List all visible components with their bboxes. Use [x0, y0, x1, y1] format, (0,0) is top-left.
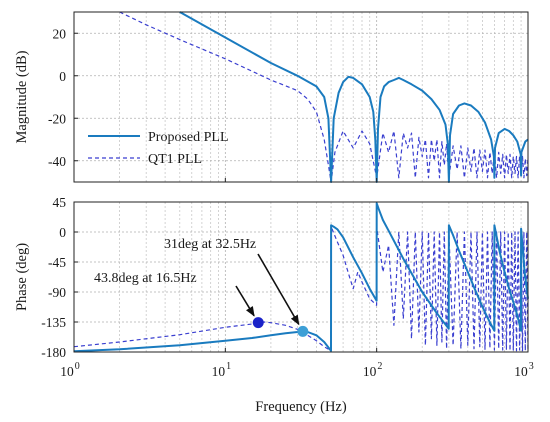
marker-proposed-pll [297, 325, 309, 337]
y-tick-label: -90 [48, 285, 66, 300]
phase-axes-frame [73, 201, 529, 353]
y-tick-label: -180 [41, 345, 66, 360]
annotation-arrows [235, 253, 300, 326]
phase-markers [252, 317, 309, 337]
marker-qt1-pll [252, 317, 264, 329]
x-axis-label: Frequency (Hz) [255, 399, 347, 415]
annotation-31deg: 31deg at 32.5Hz [164, 237, 256, 252]
y-tick-label: -20 [48, 111, 66, 126]
y-tick-label: 0 [59, 69, 66, 84]
annotation-arrow [257, 253, 300, 326]
annotation-arrow [235, 285, 255, 317]
magnitude-ylabel: Magnitude (dB) [14, 50, 30, 143]
legend-qt1-label: QT1 PLL [148, 152, 202, 167]
legend-proposed-label: Proposed PLL [148, 130, 229, 145]
phase-annotations: 31deg at 32.5Hz 43.8deg at 16.5Hz [94, 237, 309, 337]
y-tick-label: 20 [53, 26, 67, 41]
legend: Proposed PLL QT1 PLL [88, 130, 229, 167]
y-tick-label: 0 [59, 225, 66, 240]
annotation-43-8deg: 43.8deg at 16.5Hz [94, 271, 197, 286]
y-tick-label: 45 [53, 195, 67, 210]
y-tick-label: -40 [48, 154, 66, 169]
magnitude-axes-frame [73, 11, 529, 183]
y-tick-label: -135 [41, 315, 66, 330]
magnitude-panel: 20 0 -20 -40 Magnitude (dB) Proposed PLL QT… [14, 11, 529, 183]
magnitude-series [119, 11, 529, 183]
phase-ylabel: Phase (deg) [14, 243, 30, 311]
series-line-proposed-pll [179, 11, 529, 183]
y-tick-label: -45 [48, 255, 66, 270]
magnitude-ticks: 20 0 -20 -40 [48, 26, 529, 182]
